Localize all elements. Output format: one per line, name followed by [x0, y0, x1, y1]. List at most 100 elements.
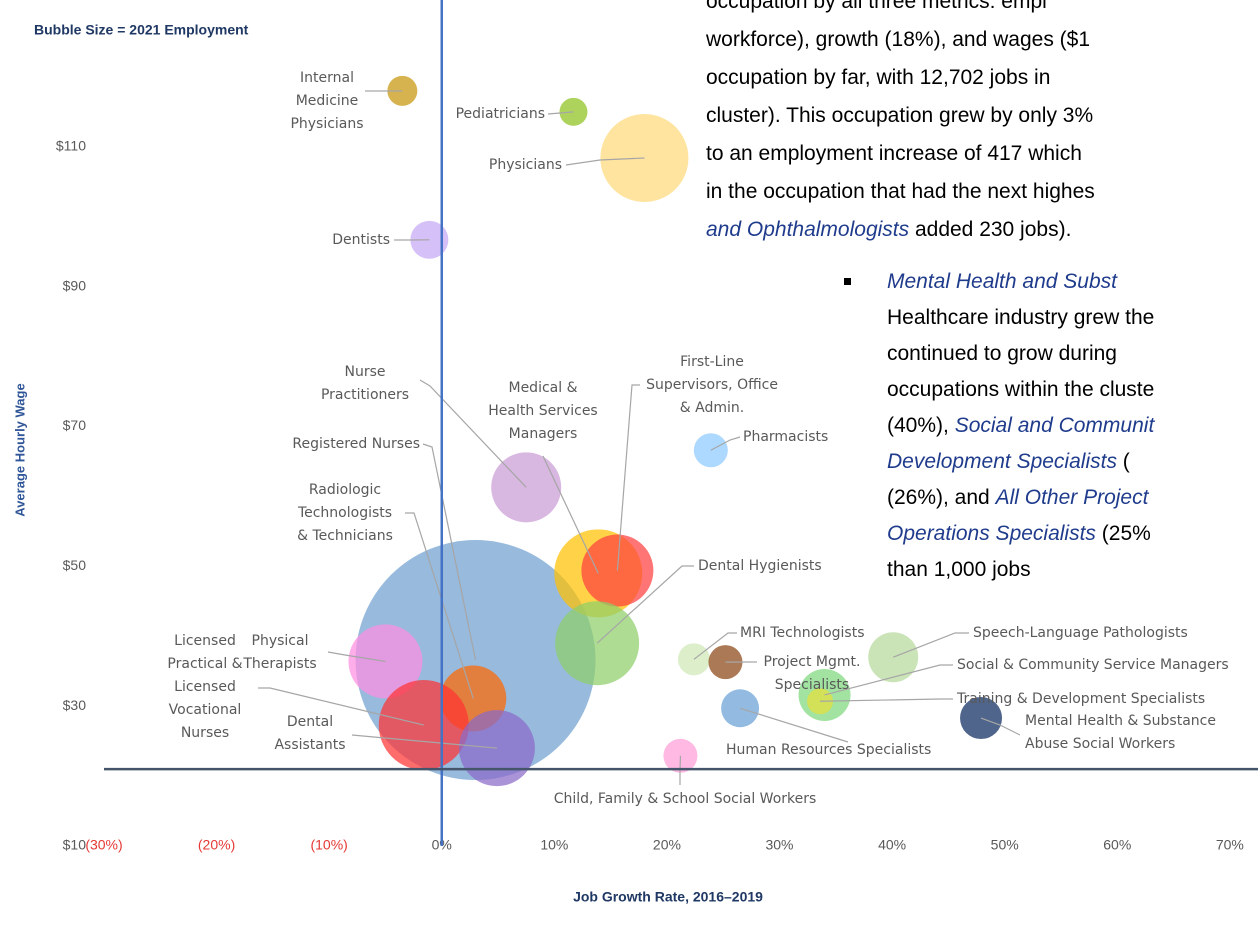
- x-tick-label: (30%): [85, 837, 122, 853]
- bubble-label: Child, Family & School Social Workers: [553, 790, 817, 807]
- leader-line: [710, 436, 741, 451]
- x-tick-label: 10%: [540, 837, 568, 853]
- leader-line: [739, 707, 849, 743]
- y-tick-label: $70: [63, 417, 87, 433]
- text-segment: cluster). This occupation grew by only 3…: [706, 104, 1093, 127]
- bubble-label: Speech-Language Pathologists: [973, 624, 1188, 641]
- bubble-label: Physicians: [488, 156, 562, 173]
- bubble: [693, 433, 728, 468]
- bubble-label: Medical & Health Services Managers: [488, 379, 598, 442]
- leader-line: [820, 698, 953, 702]
- text-segment: occupation by all three metrics: empl: [706, 0, 1047, 13]
- bubble-label: Pharmacists: [743, 428, 829, 445]
- leader-line: [405, 512, 474, 699]
- x-tick-label: 60%: [1103, 837, 1131, 853]
- bubble-label: Dental Assistants: [274, 713, 346, 753]
- text-segment: than 1,000 jobs: [887, 558, 1031, 581]
- leader-line: [542, 455, 599, 574]
- text-segment: Development Specialists: [887, 450, 1117, 473]
- text-line: occupation by all three metrics: empl: [706, 0, 1047, 13]
- y-tick-label: $90: [63, 277, 87, 293]
- text-segment: continued to grow during: [887, 342, 1117, 365]
- y-tick-label: $50: [63, 557, 87, 573]
- text-line: continued to grow during: [887, 342, 1117, 365]
- text-line: in the occupation that had the next high…: [706, 180, 1095, 203]
- bubble-label: Dentists: [332, 231, 390, 248]
- y-axis-label: Average Hourly Wage: [12, 383, 27, 516]
- text-line: occupations within the cluste: [887, 378, 1154, 401]
- text-line: (26%), and All Other Project: [887, 486, 1150, 509]
- bubble-label: Training & Development Specialists: [957, 690, 1206, 707]
- x-tick-label: 70%: [1216, 837, 1244, 853]
- y-tick-label: $10: [63, 837, 87, 853]
- text-line: (40%), Social and Communit: [887, 414, 1155, 437]
- text-line: Development Specialists (: [887, 450, 1130, 473]
- bubble: [960, 697, 1003, 740]
- leader-line: [824, 664, 953, 696]
- leader-line: [616, 384, 640, 571]
- bubble-label: Project Mgmt. Specialists: [763, 653, 861, 693]
- text-line: Mental Health and Subst: [887, 270, 1118, 293]
- text-segment: (25%: [1096, 522, 1151, 545]
- leader-line: [419, 379, 527, 488]
- text-segment: Healthcare industry grew the: [887, 306, 1154, 329]
- bubble-label: Mental Health & Substance Abuse Social W…: [1025, 712, 1216, 752]
- text-segment: occupation by far, with 12,702 jobs in: [706, 66, 1050, 89]
- text-segment: added 230 jobs).: [909, 218, 1071, 241]
- x-tick-label: 50%: [991, 837, 1019, 853]
- leader-line: [565, 157, 645, 166]
- text-line: workforce), growth (18%), and wages ($1: [705, 28, 1090, 51]
- bubble-label: Dental Hygienists: [698, 557, 822, 574]
- x-tick-label: (10%): [310, 837, 347, 853]
- leader-line: [547, 111, 574, 115]
- leader-line: [693, 632, 737, 660]
- x-tick-label: 20%: [653, 837, 681, 853]
- bubble-label: Internal Medicine Physicians: [290, 69, 364, 132]
- text-segment: occupations within the cluste: [887, 378, 1154, 401]
- text-segment: All Other Project: [994, 486, 1150, 509]
- x-tick-label: (20%): [198, 837, 235, 853]
- text-segment: in the occupation that had the next high…: [706, 180, 1095, 203]
- plot-area: $10$30$50$70$90$110(30%)(20%)(10%)0%10%2…: [56, 0, 1258, 853]
- bubble-label: Human Resources Specialists: [726, 741, 932, 758]
- bubble-label: Radiologic Technologists & Technicians: [297, 481, 393, 544]
- text-line: and Ophthalmologists added 230 jobs).: [706, 218, 1071, 241]
- y-tick-label: $30: [63, 697, 87, 713]
- x-tick-label: 40%: [878, 837, 906, 853]
- text-line: occupation by far, with 12,702 jobs in: [706, 66, 1050, 89]
- text-segment: Mental Health and Subst: [887, 270, 1118, 293]
- text-segment: and Ophthalmologists: [706, 218, 910, 241]
- text-segment: workforce), growth (18%), and wages ($1: [705, 28, 1090, 51]
- bubble-label: Social & Community Service Managers: [957, 656, 1229, 673]
- x-axis-label: Job Growth Rate, 2016–2019: [573, 889, 763, 905]
- x-tick-label: 30%: [765, 837, 793, 853]
- text-segment: Operations Specialists: [887, 522, 1096, 545]
- text-background: [838, 250, 1258, 578]
- leader-line: [893, 632, 969, 658]
- leader-line: [327, 651, 386, 663]
- leader-line: [980, 717, 1021, 736]
- bubble-label: Nurse Practitioners: [320, 363, 410, 403]
- leader-line: [351, 734, 497, 749]
- text-segment: (26%), and: [887, 486, 996, 509]
- leader-line: [258, 687, 424, 726]
- text-segment: (: [1117, 450, 1130, 473]
- y-tick-label: $110: [56, 138, 86, 154]
- text-line: cluster). This occupation grew by only 3…: [706, 104, 1093, 127]
- text-line: to an employment increase of 417 which: [706, 142, 1082, 165]
- document: occupation by all three metrics: empl wor…: [700, 0, 1258, 581]
- bubble-label: Registered Nurses: [292, 435, 420, 452]
- text-segment: Social and Communit: [955, 414, 1156, 437]
- bubble-label: Pediatricians: [455, 105, 545, 122]
- bubble: [348, 624, 423, 699]
- text-line: than 1,000 jobs: [887, 558, 1031, 581]
- text-line: Operations Specialists (25%: [887, 522, 1151, 545]
- leader-line: [596, 565, 694, 644]
- text-segment: to an employment increase of 417 which: [706, 142, 1082, 165]
- bubble-label: First-Line Supervisors, Office & Admin.: [646, 353, 778, 416]
- bubble-label: Licensed Practical & Licensed Vocational…: [167, 632, 243, 741]
- leader-line: [422, 443, 477, 661]
- text-background: [700, 0, 1258, 250]
